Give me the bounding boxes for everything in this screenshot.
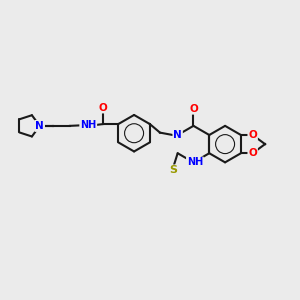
Text: O: O	[189, 104, 198, 114]
Text: NH: NH	[187, 158, 203, 167]
Text: O: O	[99, 103, 107, 112]
Text: N: N	[35, 121, 44, 131]
Text: N: N	[35, 121, 44, 131]
Text: S: S	[169, 165, 177, 175]
Text: NH: NH	[80, 120, 96, 130]
Text: O: O	[248, 130, 257, 140]
Text: O: O	[248, 148, 257, 158]
Text: N: N	[173, 130, 182, 140]
